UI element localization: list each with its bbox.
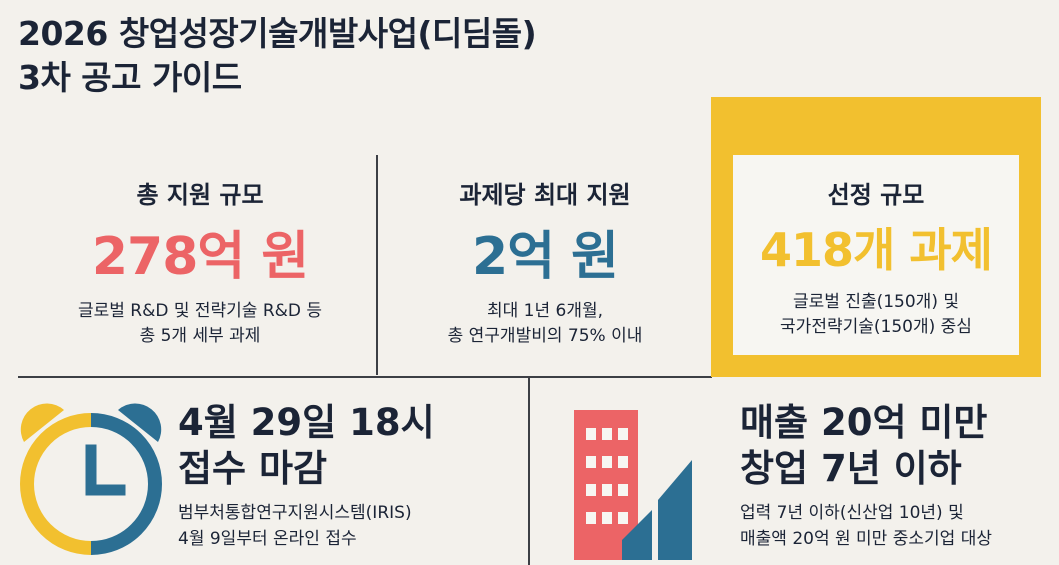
selection-highlight-frame bbox=[711, 97, 1041, 377]
deadline-heading-line2: 접수 마감 bbox=[178, 447, 328, 490]
divider-vertical-bottom bbox=[528, 378, 530, 565]
stat-per-project-value: 2억 원 bbox=[472, 227, 619, 287]
deadline-desc-line2: 4월 9일부터 온라인 접수 bbox=[178, 529, 357, 549]
stat-per-project-label: 과제당 최대 지원 bbox=[459, 181, 631, 209]
eligibility-heading: 매출 20억 미만 창업 7년 이하 bbox=[740, 400, 992, 492]
stat-selection-scale: 선정 규모 418개 과제 글로벌 진출(150개) 및 국가전략기술(150개… bbox=[733, 175, 1019, 340]
deadline-block: 4월 29일 18시 접수 마감 범부처통합연구지원시스템(IRIS) 4월 9… bbox=[178, 400, 435, 552]
eligibility-block: 매출 20억 미만 창업 7년 이하 업력 7년 이하(신산업 10년) 및 매… bbox=[740, 400, 992, 552]
stat-total-desc-line2: 총 5개 세부 과제 bbox=[139, 326, 261, 346]
stat-selection-desc-line2: 국가전략기술(150개) 중심 bbox=[780, 317, 972, 337]
eligibility-description: 업력 7년 이하(신산업 10년) 및 매출액 20억 원 미만 중소기업 대상 bbox=[740, 500, 992, 552]
eligibility-heading-line1: 매출 20억 미만 bbox=[740, 401, 988, 444]
alarm-clock-icon bbox=[20, 403, 162, 555]
page-title-line2: 3차 공고 가이드 bbox=[18, 58, 242, 97]
stat-per-project-support: 과제당 최대 지원 2억 원 최대 1년 6개월, 총 연구개발비의 75% 이… bbox=[380, 175, 710, 349]
stat-per-project-desc: 최대 1년 6개월, 총 연구개발비의 75% 이내 bbox=[380, 299, 710, 349]
eligibility-heading-line2: 창업 7년 이하 bbox=[740, 447, 962, 490]
selection-highlight-panel bbox=[733, 155, 1019, 355]
deadline-heading-line1: 4월 29일 18시 bbox=[178, 401, 435, 444]
stat-selection-value: 418개 과제 bbox=[760, 223, 993, 277]
stat-per-project-desc-line2: 총 연구개발비의 75% 이내 bbox=[447, 326, 643, 346]
eligibility-desc-line1: 업력 7년 이하(신산업 10년) 및 bbox=[740, 503, 964, 523]
stat-total-support: 총 지원 규모 278억 원 글로벌 R&D 및 전략기술 R&D 등 총 5개… bbox=[30, 175, 370, 349]
deadline-description: 범부처통합연구지원시스템(IRIS) 4월 9일부터 온라인 접수 bbox=[178, 500, 435, 552]
stat-selection-label: 선정 규모 bbox=[827, 181, 925, 209]
eligibility-desc-line2: 매출액 20억 원 미만 중소기업 대상 bbox=[740, 529, 992, 549]
divider-horizontal bbox=[18, 376, 712, 378]
stat-per-project-desc-line1: 최대 1년 6개월, bbox=[486, 301, 604, 321]
deadline-desc-line1: 범부처통합연구지원시스템(IRIS) bbox=[178, 503, 412, 523]
stat-total-desc-line1: 글로벌 R&D 및 전략기술 R&D 등 bbox=[77, 301, 323, 321]
divider-vertical-top-left bbox=[376, 155, 378, 375]
building-growth-icon bbox=[574, 410, 692, 560]
deadline-heading: 4월 29일 18시 접수 마감 bbox=[178, 400, 435, 492]
stat-total-value: 278억 원 bbox=[91, 227, 309, 287]
page-title-line1: 2026 창업성장기술개발사업(디딤돌) bbox=[18, 14, 537, 53]
page-title: 2026 창업성장기술개발사업(디딤돌) 3차 공고 가이드 bbox=[18, 12, 537, 100]
stat-selection-desc-line1: 글로벌 진출(150개) 및 bbox=[793, 292, 959, 312]
stat-total-label: 총 지원 규모 bbox=[136, 181, 264, 209]
stat-selection-desc: 글로벌 진출(150개) 및 국가전략기술(150개) 중심 bbox=[733, 290, 1019, 340]
stat-total-desc: 글로벌 R&D 및 전략기술 R&D 등 총 5개 세부 과제 bbox=[30, 299, 370, 349]
